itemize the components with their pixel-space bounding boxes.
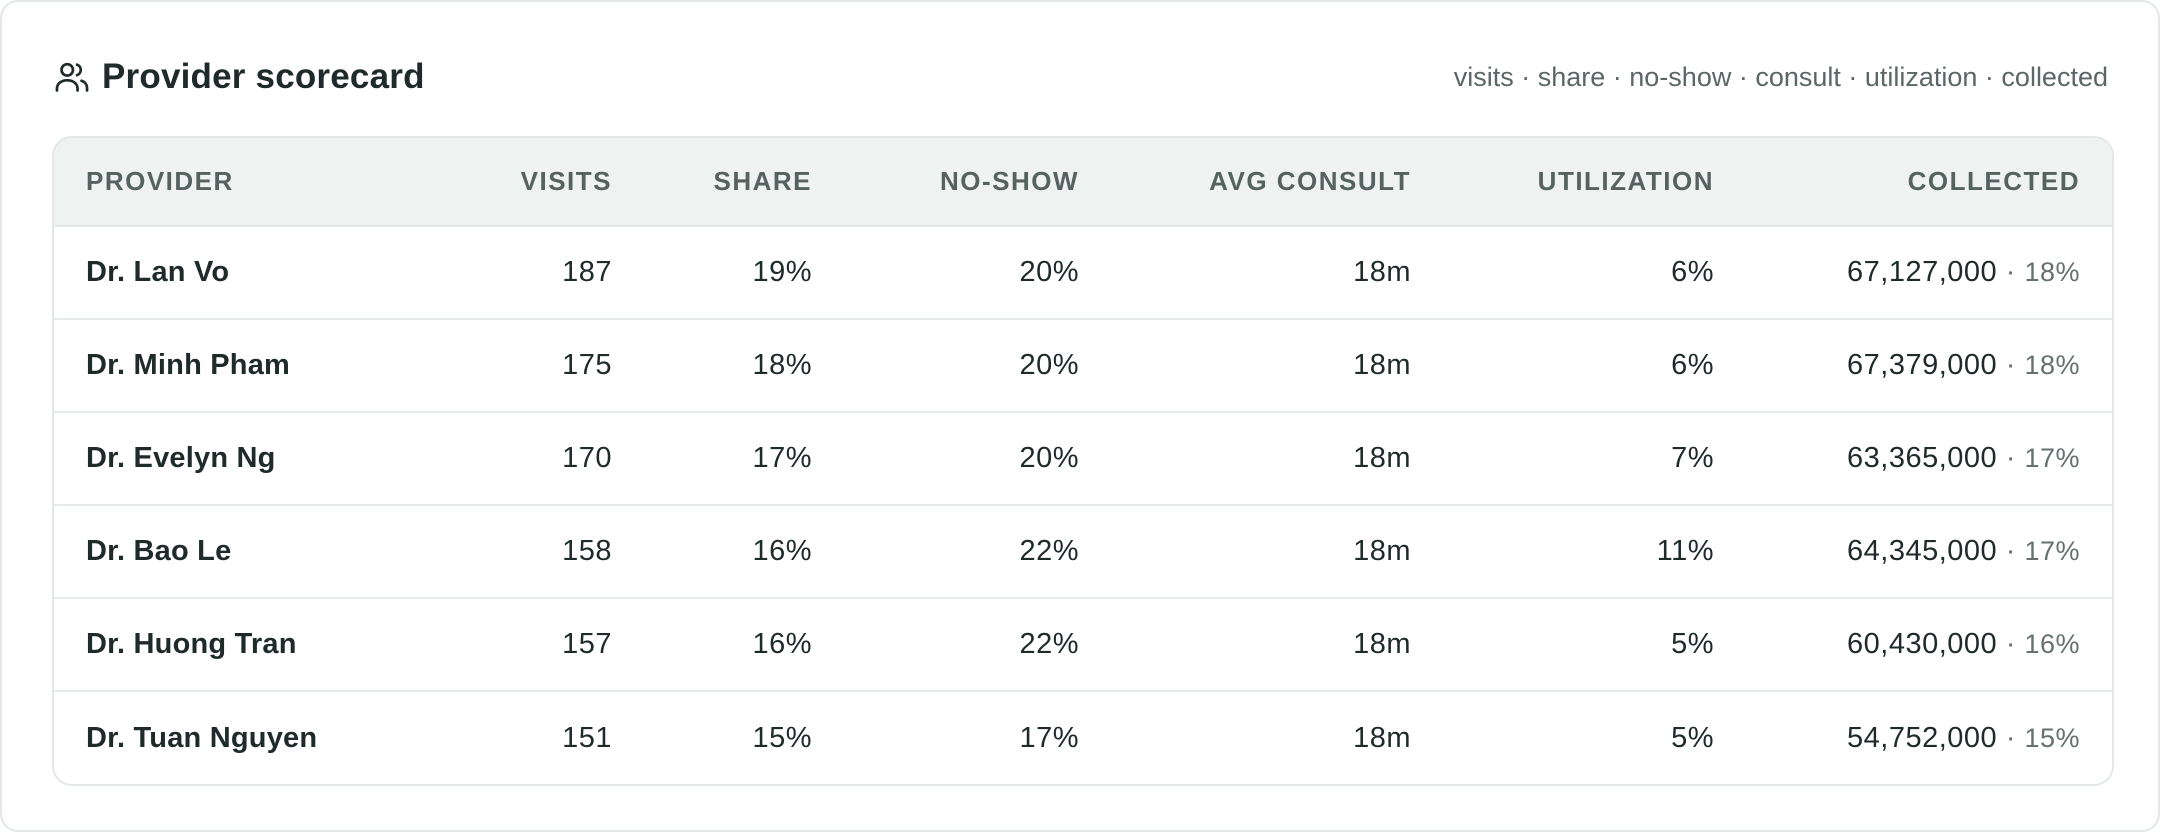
collected-percent: 18% — [2024, 350, 2080, 380]
avg-consult-cell: 18m — [1111, 504, 1443, 598]
utilization-cell: 5% — [1443, 690, 1746, 784]
table-row[interactable]: Dr. Huong Tran 157 16% 22% 18m 5% 60,430… — [54, 597, 2112, 691]
table-row[interactable]: Dr. Bao Le 158 16% 22% 18m 11% 64,345,00… — [54, 504, 2112, 598]
collected-separator: · — [1997, 442, 2025, 474]
visits-cell: 158 — [424, 504, 644, 598]
collected-percent: 18% — [2024, 257, 2080, 287]
no-show-cell: 22% — [844, 597, 1111, 691]
visits-cell: 170 — [424, 411, 644, 505]
column-header-no-show[interactable]: NO-SHOW — [844, 138, 1111, 227]
collected-separator: · — [1997, 721, 2025, 754]
avg-consult-cell: 18m — [1111, 690, 1443, 784]
collected-amount: 64,345,000 — [1847, 535, 1998, 567]
no-show-cell: 20% — [1019, 256, 1079, 288]
collected-separator: · — [1997, 256, 2025, 288]
utilization-cell: 6% — [1443, 318, 1746, 412]
collected-cell: 67,379,000 · 18% — [1746, 318, 2112, 412]
provider-name: Dr. Tuan Nguyen — [54, 690, 424, 784]
visits-cell: 187 — [562, 256, 612, 288]
table-header-row: PROVIDER VISITS SHARE NO-SHOW AVG CONSUL… — [54, 138, 2112, 227]
collected-separator: · — [1997, 349, 2025, 381]
utilization-cell: 6% — [1671, 256, 1714, 288]
table-row[interactable]: Dr. Lan Vo 187 19% 20% 18m 6% 67,127,000… — [54, 226, 2112, 319]
table-row[interactable]: Dr. Evelyn Ng 170 17% 20% 18m 7% 63,365,… — [54, 411, 2112, 505]
collected-percent: 16% — [2024, 629, 2080, 659]
scorecard-table: PROVIDER VISITS SHARE NO-SHOW AVG CONSUL… — [54, 138, 2112, 784]
avg-consult-cell: 18m — [1353, 256, 1411, 288]
collected-cell: 67,127,000 · 18% — [1746, 226, 2112, 319]
share-cell: 17% — [644, 411, 844, 505]
card-header: Provider scorecard visits · share · no-s… — [52, 52, 2108, 102]
share-cell: 16% — [644, 504, 844, 598]
no-show-cell: 22% — [844, 504, 1111, 598]
column-header-provider[interactable]: PROVIDER — [54, 138, 424, 227]
table-row[interactable]: Dr. Tuan Nguyen 151 15% 17% 18m 5% 54,75… — [54, 690, 2112, 784]
collected-amount: 67,379,000 — [1847, 349, 1998, 381]
column-header-avg-consult[interactable]: AVG CONSULT — [1111, 138, 1443, 227]
share-cell: 19% — [752, 256, 812, 288]
collected-amount: 63,365,000 — [1847, 442, 1998, 474]
collected-cell: 63,365,000 · 17% — [1746, 411, 2112, 505]
collected-amount: 67,127,000 — [1847, 256, 1998, 288]
table-row[interactable]: Dr. Minh Pham 175 18% 20% 18m 6% 67,379,… — [54, 318, 2112, 412]
visits-cell: 157 — [424, 597, 644, 691]
metrics-legend: visits · share · no-show · consult · uti… — [1453, 61, 2108, 92]
column-header-visits[interactable]: VISITS — [424, 138, 644, 227]
collected-percent: 17% — [2024, 536, 2080, 566]
utilization-cell: 11% — [1443, 504, 1746, 598]
column-header-utilization[interactable]: UTILIZATION — [1443, 138, 1746, 227]
visits-cell: 175 — [424, 318, 644, 412]
avg-consult-cell: 18m — [1111, 318, 1443, 412]
collected-cell: 60,430,000 · 16% — [1746, 597, 2112, 691]
share-cell: 18% — [644, 318, 844, 412]
collected-percent: 15% — [2024, 722, 2080, 753]
no-show-cell: 17% — [844, 690, 1111, 784]
provider-name: Dr. Bao Le — [54, 504, 424, 598]
provider-name: Dr. Evelyn Ng — [54, 411, 424, 505]
column-header-share[interactable]: SHARE — [644, 138, 844, 227]
avg-consult-cell: 18m — [1111, 411, 1443, 505]
no-show-cell: 20% — [844, 411, 1111, 505]
column-header-collected[interactable]: COLLECTED — [1746, 138, 2112, 227]
collected-amount: 54,752,000 — [1847, 721, 1998, 754]
provider-name: Dr. Minh Pham — [54, 318, 424, 412]
users-icon — [52, 57, 92, 97]
share-cell: 16% — [644, 597, 844, 691]
scorecard-table-container: PROVIDER VISITS SHARE NO-SHOW AVG CONSUL… — [52, 136, 2114, 786]
avg-consult-cell: 18m — [1111, 597, 1443, 691]
collected-cell: 54,752,000 · 15% — [1746, 690, 2112, 784]
collected-percent: 17% — [2024, 443, 2080, 473]
no-show-cell: 20% — [844, 318, 1111, 412]
title-group: Provider scorecard — [52, 57, 425, 97]
share-cell: 15% — [644, 690, 844, 784]
provider-name: Dr. Huong Tran — [54, 597, 424, 691]
page-title: Provider scorecard — [102, 57, 425, 96]
utilization-cell: 7% — [1443, 411, 1746, 505]
collected-cell: 64,345,000 · 17% — [1746, 504, 2112, 598]
collected-separator: · — [1997, 535, 2025, 567]
collected-separator: · — [1997, 628, 2025, 660]
utilization-cell: 5% — [1443, 597, 1746, 691]
visits-cell: 151 — [424, 690, 644, 784]
collected-amount: 60,430,000 — [1847, 628, 1998, 660]
provider-name: Dr. Lan Vo — [86, 256, 230, 288]
